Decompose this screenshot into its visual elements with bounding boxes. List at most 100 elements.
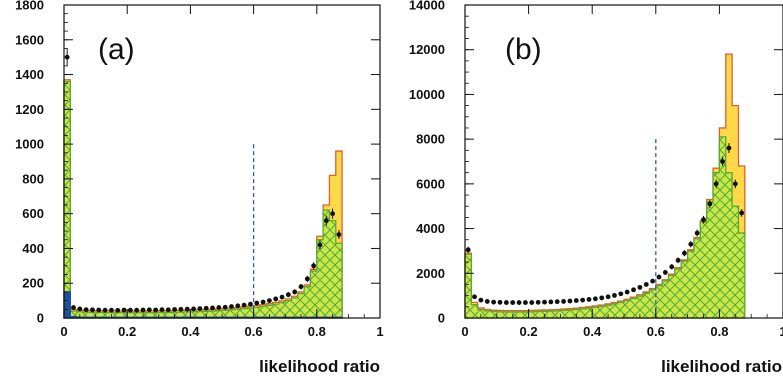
data-point	[203, 305, 209, 311]
data-point	[311, 262, 317, 270]
data-point	[739, 209, 745, 217]
x-tick-label: 1	[376, 324, 383, 339]
data-point	[554, 299, 560, 305]
y-tick: 2000	[416, 266, 783, 281]
x-tick-label: 0.4	[583, 324, 602, 339]
data-point	[96, 307, 102, 313]
data-point	[235, 303, 241, 309]
data-point	[330, 208, 335, 219]
panel-a-data-points	[64, 49, 342, 313]
data-point	[592, 296, 598, 302]
data-point	[580, 297, 586, 303]
y-tick: 400	[22, 241, 380, 256]
data-point	[216, 305, 222, 310]
x-tick: 0.2	[118, 5, 136, 339]
x-tick: 0.4	[181, 5, 200, 339]
data-point	[172, 307, 178, 312]
panel-b-plot	[464, 53, 746, 319]
panel-a-blue-component-histogram	[63, 291, 343, 319]
data-point	[662, 269, 668, 275]
data-point	[643, 282, 649, 287]
y-tick-label: 0	[438, 311, 445, 326]
y-tick-label: 12000	[409, 42, 445, 57]
data-point	[134, 307, 140, 313]
y-tick-label: 800	[22, 171, 44, 186]
data-point	[248, 301, 253, 307]
data-point	[140, 307, 146, 313]
data-point	[497, 299, 503, 305]
data-point	[77, 306, 83, 312]
data-point	[694, 229, 700, 237]
data-point	[83, 307, 89, 313]
data-point	[285, 292, 291, 298]
data-point	[516, 300, 522, 305]
data-point	[650, 278, 656, 284]
data-point	[637, 284, 643, 290]
data-point	[260, 299, 266, 305]
panel-a: 0 0.2 0.4 0.6 0.8 1 0 200 400 600 800 1000 1200 1400…	[15, 0, 384, 376]
x-tick-label: 0.6	[245, 324, 263, 339]
y-tick-label: 1400	[15, 67, 44, 82]
data-point	[102, 307, 108, 313]
data-point	[222, 304, 228, 310]
x-tick: 0.4	[583, 5, 602, 339]
panel-a-y-ticks: 0 200 400 600 800 1000 1200 1400 1600 1800	[15, 0, 380, 326]
data-point	[510, 300, 516, 305]
data-point	[726, 143, 732, 153]
data-point	[115, 307, 121, 313]
panel-b-data-points	[465, 143, 745, 305]
panel-b: 0 0.2 0.4 0.6 0.8 1 0 2000 4000 6000 8000 10000 120…	[409, 0, 783, 376]
data-point	[191, 306, 196, 312]
data-point	[273, 296, 279, 302]
data-point	[279, 294, 285, 300]
panel-a-x-ticks: 0 0.2 0.4 0.6 0.8 1	[60, 5, 384, 339]
x-tick-label: 0.2	[520, 324, 538, 339]
data-point	[71, 305, 76, 310]
data-point	[567, 298, 573, 304]
data-point	[146, 307, 152, 313]
data-point	[491, 299, 497, 305]
y-tick-label: 6000	[416, 176, 445, 191]
data-point	[292, 289, 298, 295]
x-tick-label: 0.8	[710, 324, 728, 339]
data-point	[298, 283, 304, 290]
data-point	[732, 179, 738, 189]
panel-b-label: (b)	[505, 33, 542, 66]
y-tick: 8000	[416, 132, 783, 147]
x-tick-label: 0	[461, 324, 468, 339]
panel-a-blue-component	[63, 291, 343, 319]
data-point	[465, 246, 471, 253]
data-point	[561, 299, 566, 304]
data-point	[586, 297, 592, 302]
data-point	[624, 289, 630, 295]
panel-a-total-histogram	[63, 79, 343, 319]
data-point	[631, 287, 636, 293]
x-tick-label: 0.8	[308, 324, 326, 339]
data-point	[720, 156, 725, 167]
data-point	[109, 307, 114, 313]
y-tick-label: 400	[22, 241, 44, 256]
y-tick: 1200	[15, 102, 380, 117]
panel-b-component	[464, 136, 746, 319]
data-point	[478, 297, 484, 303]
y-tick-label: 600	[22, 206, 44, 221]
x-tick-label: 1	[779, 324, 783, 339]
data-point	[669, 264, 675, 270]
panel-b-x-ticks: 0 0.2 0.4 0.6 0.8 1	[461, 5, 783, 339]
data-point	[713, 179, 719, 189]
data-point	[184, 306, 190, 312]
y-tick-label: 2000	[416, 266, 445, 281]
panel-b-y-ticks: 0 2000 4000 6000 8000 10000 12000 14000	[409, 0, 783, 326]
data-point	[618, 291, 624, 297]
panel-a-total	[63, 79, 343, 319]
data-point	[573, 298, 579, 303]
data-point	[548, 299, 554, 305]
panel-a-component-histogram	[63, 80, 343, 319]
data-point	[121, 307, 127, 313]
y-tick-label: 1200	[15, 102, 44, 117]
data-point	[267, 298, 272, 304]
data-point	[159, 307, 165, 313]
data-point	[688, 241, 694, 248]
panel-a-component	[63, 80, 343, 319]
y-tick-label: 10000	[409, 87, 445, 102]
